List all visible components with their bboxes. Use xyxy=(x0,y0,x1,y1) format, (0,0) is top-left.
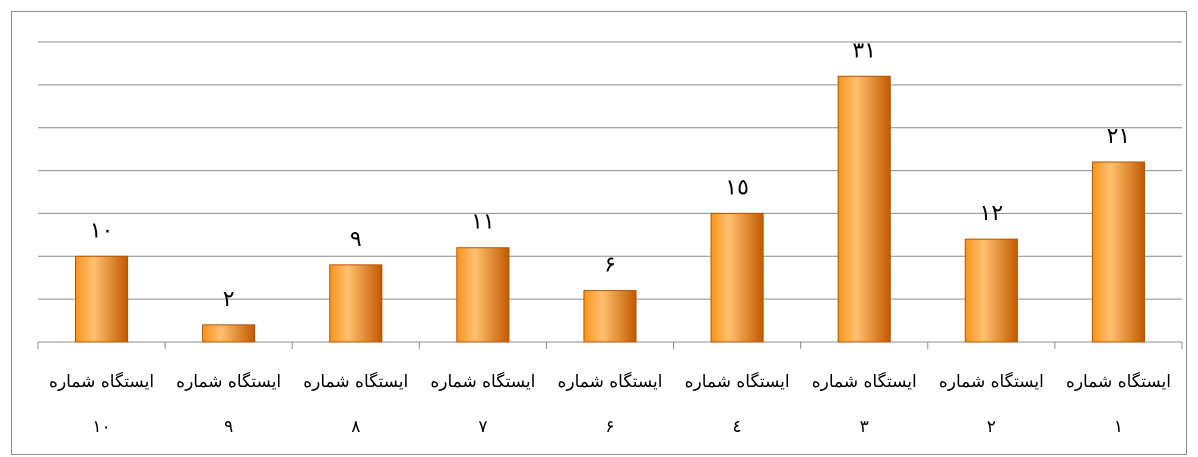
bar xyxy=(710,212,764,343)
category-number: ٣ xyxy=(860,417,869,437)
data-label: ١٥ xyxy=(725,175,749,200)
category-number: ٨ xyxy=(351,417,360,437)
category-number: ١ xyxy=(1114,417,1123,437)
category-label: ایستگاه شماره xyxy=(303,371,408,392)
bar xyxy=(329,264,383,343)
category-label: ایستگاه شماره xyxy=(49,371,154,392)
bar xyxy=(964,238,1018,343)
category-number: ٩ xyxy=(224,417,233,437)
category-label: ایستگاه شماره xyxy=(558,371,663,392)
data-label: ٢ xyxy=(223,287,235,312)
data-label: ۶ xyxy=(604,253,616,278)
data-label: ١٢ xyxy=(980,201,1004,226)
category-label: ایستگاه شماره xyxy=(812,371,917,392)
category-label: ایستگاه شماره xyxy=(176,371,281,392)
bar xyxy=(583,290,637,343)
data-label: ٣١ xyxy=(852,38,876,63)
category-label: ایستگاه شماره xyxy=(939,371,1044,392)
category-number: ١٠ xyxy=(92,417,110,437)
data-labels: ٢١ ١٢ ٣١ ١٥ ۶ ١١ ٩ ٢ ١٠ xyxy=(90,38,1131,312)
bars xyxy=(74,75,1146,343)
data-label: ٢١ xyxy=(1107,124,1131,149)
data-label: ١٠ xyxy=(90,218,114,243)
data-label: ١١ xyxy=(471,210,495,235)
bar xyxy=(1091,161,1146,343)
category-labels: ایستگاه شماره ١ ایستگاه شماره ٢ ایستگاه شمار… xyxy=(49,371,1171,437)
gridlines xyxy=(38,41,1182,300)
x-axis xyxy=(37,341,1183,349)
bar xyxy=(456,247,510,343)
category-number: ۶ xyxy=(605,417,614,437)
bar xyxy=(74,255,129,343)
category-number: ٧ xyxy=(478,417,487,437)
chart-area: ٢١ ١٢ ٣١ ١٥ ۶ ١١ ٩ ٢ ١٠ ایستگاه شماره ١ ایستگاه شم… xyxy=(11,11,1187,455)
category-label: ایستگاه شماره xyxy=(1066,371,1171,392)
bar xyxy=(202,324,256,343)
data-label: ٩ xyxy=(350,227,362,252)
category-number: ٢ xyxy=(987,417,996,437)
category-number: ٤ xyxy=(733,417,742,437)
bar xyxy=(837,75,891,343)
category-label: ایستگاه شماره xyxy=(685,371,790,392)
category-label: ایستگاه شماره xyxy=(430,371,535,392)
